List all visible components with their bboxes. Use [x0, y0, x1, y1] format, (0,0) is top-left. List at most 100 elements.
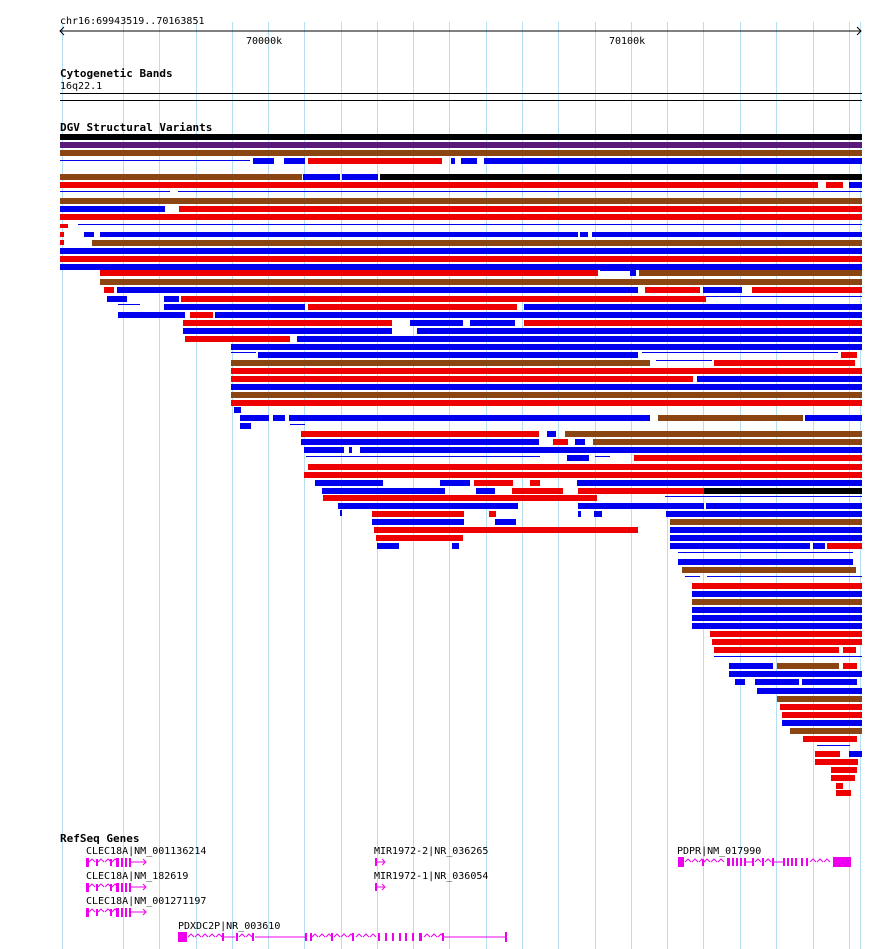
variant-bar-loss[interactable]	[645, 287, 700, 293]
variant-bar-gain[interactable]	[757, 688, 862, 694]
gene-exon[interactable]	[331, 933, 333, 941]
variant-bar-gain[interactable]	[315, 480, 383, 486]
variant-bar-loss[interactable]	[553, 439, 568, 445]
variant-bar-loss[interactable]	[692, 583, 862, 589]
gene-exon[interactable]	[236, 933, 238, 941]
gene-exon[interactable]	[727, 858, 730, 866]
gene-exon[interactable]	[375, 858, 377, 866]
variant-bar-both[interactable]	[682, 567, 856, 573]
gene-exon[interactable]	[110, 859, 112, 866]
variant-bar-both[interactable]	[231, 360, 650, 366]
variant-bar-both[interactable]	[565, 431, 862, 437]
variant-bar-gain[interactable]	[440, 480, 470, 486]
variant-bar-gain[interactable]	[567, 455, 589, 461]
variant-bar-loss[interactable]	[190, 312, 213, 318]
variant-span-line[interactable]	[656, 360, 712, 361]
variant-bar-loss[interactable]	[231, 376, 693, 382]
variant-bar-loss[interactable]	[60, 214, 862, 220]
variant-bar-gain[interactable]	[594, 511, 602, 517]
variant-bar-gain[interactable]	[417, 328, 862, 334]
variant-span-line[interactable]	[706, 296, 862, 297]
variant-bar-loss[interactable]	[815, 759, 858, 765]
variant-bar-loss[interactable]	[780, 704, 862, 710]
variant-bar-gain[interactable]	[692, 607, 862, 613]
variant-bar-loss[interactable]	[60, 256, 862, 262]
gene-exon[interactable]	[222, 933, 224, 941]
gene-exon[interactable]	[405, 933, 407, 941]
gene-exon[interactable]	[791, 858, 793, 866]
variant-span-line[interactable]	[665, 496, 862, 497]
gene-exon[interactable]	[129, 908, 131, 917]
variant-bar-loss[interactable]	[376, 535, 463, 541]
variant-span-line[interactable]	[78, 224, 862, 225]
gene-exon[interactable]	[125, 858, 127, 867]
variant-bar-loss[interactable]	[372, 511, 464, 517]
variant-bar-gain[interactable]	[666, 511, 862, 517]
variant-bar-loss[interactable]	[304, 472, 862, 478]
variant-bar-both[interactable]	[639, 270, 862, 276]
variant-bar-gain[interactable]	[735, 679, 745, 685]
gene-exon[interactable]	[787, 858, 789, 866]
variant-bar-gain[interactable]	[697, 376, 862, 382]
variant-bar-gain[interactable]	[476, 488, 495, 494]
variant-bar-loss[interactable]	[827, 543, 862, 549]
gene-exon[interactable]	[442, 933, 444, 941]
gene-exon[interactable]	[419, 933, 422, 941]
variant-bar-loss[interactable]	[826, 182, 843, 188]
variant-bar-gain[interactable]	[183, 328, 392, 334]
variant-bar-gain[interactable]	[692, 615, 862, 621]
gene-label[interactable]: CLEC18A|NM_001136214	[86, 846, 207, 857]
variant-bar-other[interactable]	[704, 488, 862, 494]
gene-exon[interactable]	[740, 858, 742, 866]
variant-bar-gain[interactable]	[231, 384, 862, 390]
variant-bar-loss[interactable]	[831, 767, 857, 773]
variant-bar-gain[interactable]	[60, 264, 862, 270]
variant-bar-gain[interactable]	[592, 232, 862, 237]
variant-span-line[interactable]	[642, 352, 838, 353]
variant-bar-gain[interactable]	[703, 287, 742, 293]
variant-span-line[interactable]	[678, 552, 853, 553]
variant-bar-gain[interactable]	[342, 174, 378, 180]
gene-exon[interactable]	[732, 858, 734, 866]
variant-bar-gain[interactable]	[60, 206, 165, 212]
gene-exon[interactable]	[412, 933, 414, 941]
variant-bar-gain[interactable]	[100, 232, 578, 237]
variant-bar-gain[interactable]	[284, 158, 305, 164]
variant-bar-gain[interactable]	[253, 158, 274, 164]
variant-bar-loss[interactable]	[374, 527, 638, 533]
variant-bar-gain[interactable]	[580, 232, 588, 237]
gene-label[interactable]: CLEC18A|NM_182619	[86, 871, 189, 882]
variant-bar-loss[interactable]	[843, 663, 857, 669]
variant-bar-loss[interactable]	[752, 287, 862, 293]
variant-bar-gain[interactable]	[729, 671, 862, 677]
variant-span-line[interactable]	[595, 456, 610, 457]
variant-bar-both[interactable]	[670, 519, 862, 525]
variant-bar-gain[interactable]	[410, 320, 463, 326]
variant-bar-gain[interactable]	[805, 415, 862, 421]
variant-bar-loss[interactable]	[60, 232, 64, 237]
variant-bar-loss[interactable]	[323, 495, 597, 501]
gene-exon[interactable]	[833, 857, 851, 867]
variant-bar-gain[interactable]	[670, 527, 862, 533]
gene-exon[interactable]	[801, 858, 803, 866]
variant-bar-loss[interactable]	[308, 304, 517, 310]
variant-bar-gain[interactable]	[234, 407, 241, 413]
variant-bar-loss[interactable]	[100, 270, 598, 276]
variant-bar-gain[interactable]	[118, 312, 185, 318]
variant-bar-loss[interactable]	[712, 639, 862, 645]
gene-exon[interactable]	[736, 858, 738, 866]
variant-bar-gain[interactable]	[547, 431, 556, 437]
variant-bar-loss[interactable]	[714, 647, 839, 653]
variant-bar-gain[interactable]	[240, 415, 269, 421]
variant-bar-loss[interactable]	[578, 488, 704, 494]
variant-bar-loss[interactable]	[181, 296, 706, 302]
variant-bar-both[interactable]	[60, 150, 862, 156]
gene-exon[interactable]	[702, 859, 704, 866]
gene-exon[interactable]	[795, 858, 797, 866]
variant-bar-loss[interactable]	[308, 158, 442, 164]
gene-exon[interactable]	[385, 933, 387, 941]
variant-span-line[interactable]	[118, 304, 140, 305]
gene-exon[interactable]	[806, 858, 808, 866]
variant-bar-loss[interactable]	[512, 488, 563, 494]
variant-bar-both[interactable]	[100, 279, 862, 285]
